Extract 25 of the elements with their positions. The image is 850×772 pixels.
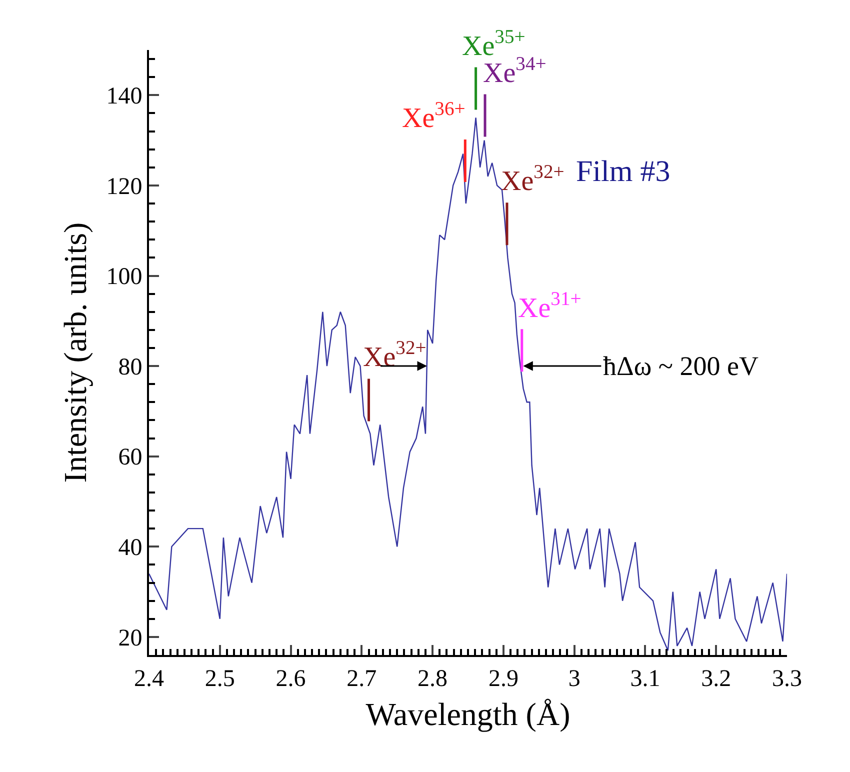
annotation: ħΔω ~ 200 eV [603,351,759,381]
x-tick-label: 2.9 [488,666,518,692]
y-tick-label: 60 [118,444,142,471]
x-tick-label: 3.2 [701,666,732,692]
x-tick-label: 2.5 [204,666,235,692]
annotation: Xe$^{32+}$ [363,338,426,373]
annotation: Xe$^{31+}$ [518,289,582,324]
y-tick-label: 100 [106,264,142,290]
x-tick-label: 2.8 [418,666,448,692]
y-axis-title: Intensity (arb. units) [57,222,93,483]
y-tick-label: 120 [106,174,142,200]
text: Film #3 [576,155,670,188]
y-tick-label: 80 [118,354,142,380]
x-tick-label: 3.1 [630,666,660,692]
x-tick-label: 3 [568,666,580,692]
y-tick-label: 20 [118,625,142,652]
x-tick-label: 2.7 [346,666,377,692]
annotation: Xe$^{36+}$ [402,99,466,134]
x-axis-title: Wavelength (Å) [366,696,570,732]
y-tick-label: 40 [118,535,142,562]
annotation: Xe$^{32+}$ [501,162,564,197]
x-tick-label: 2.6 [276,666,306,692]
x-tick-label: 3.3 [772,666,802,692]
x-tick-label: 2.4 [134,666,164,692]
y-tick-label: 140 [106,84,142,110]
